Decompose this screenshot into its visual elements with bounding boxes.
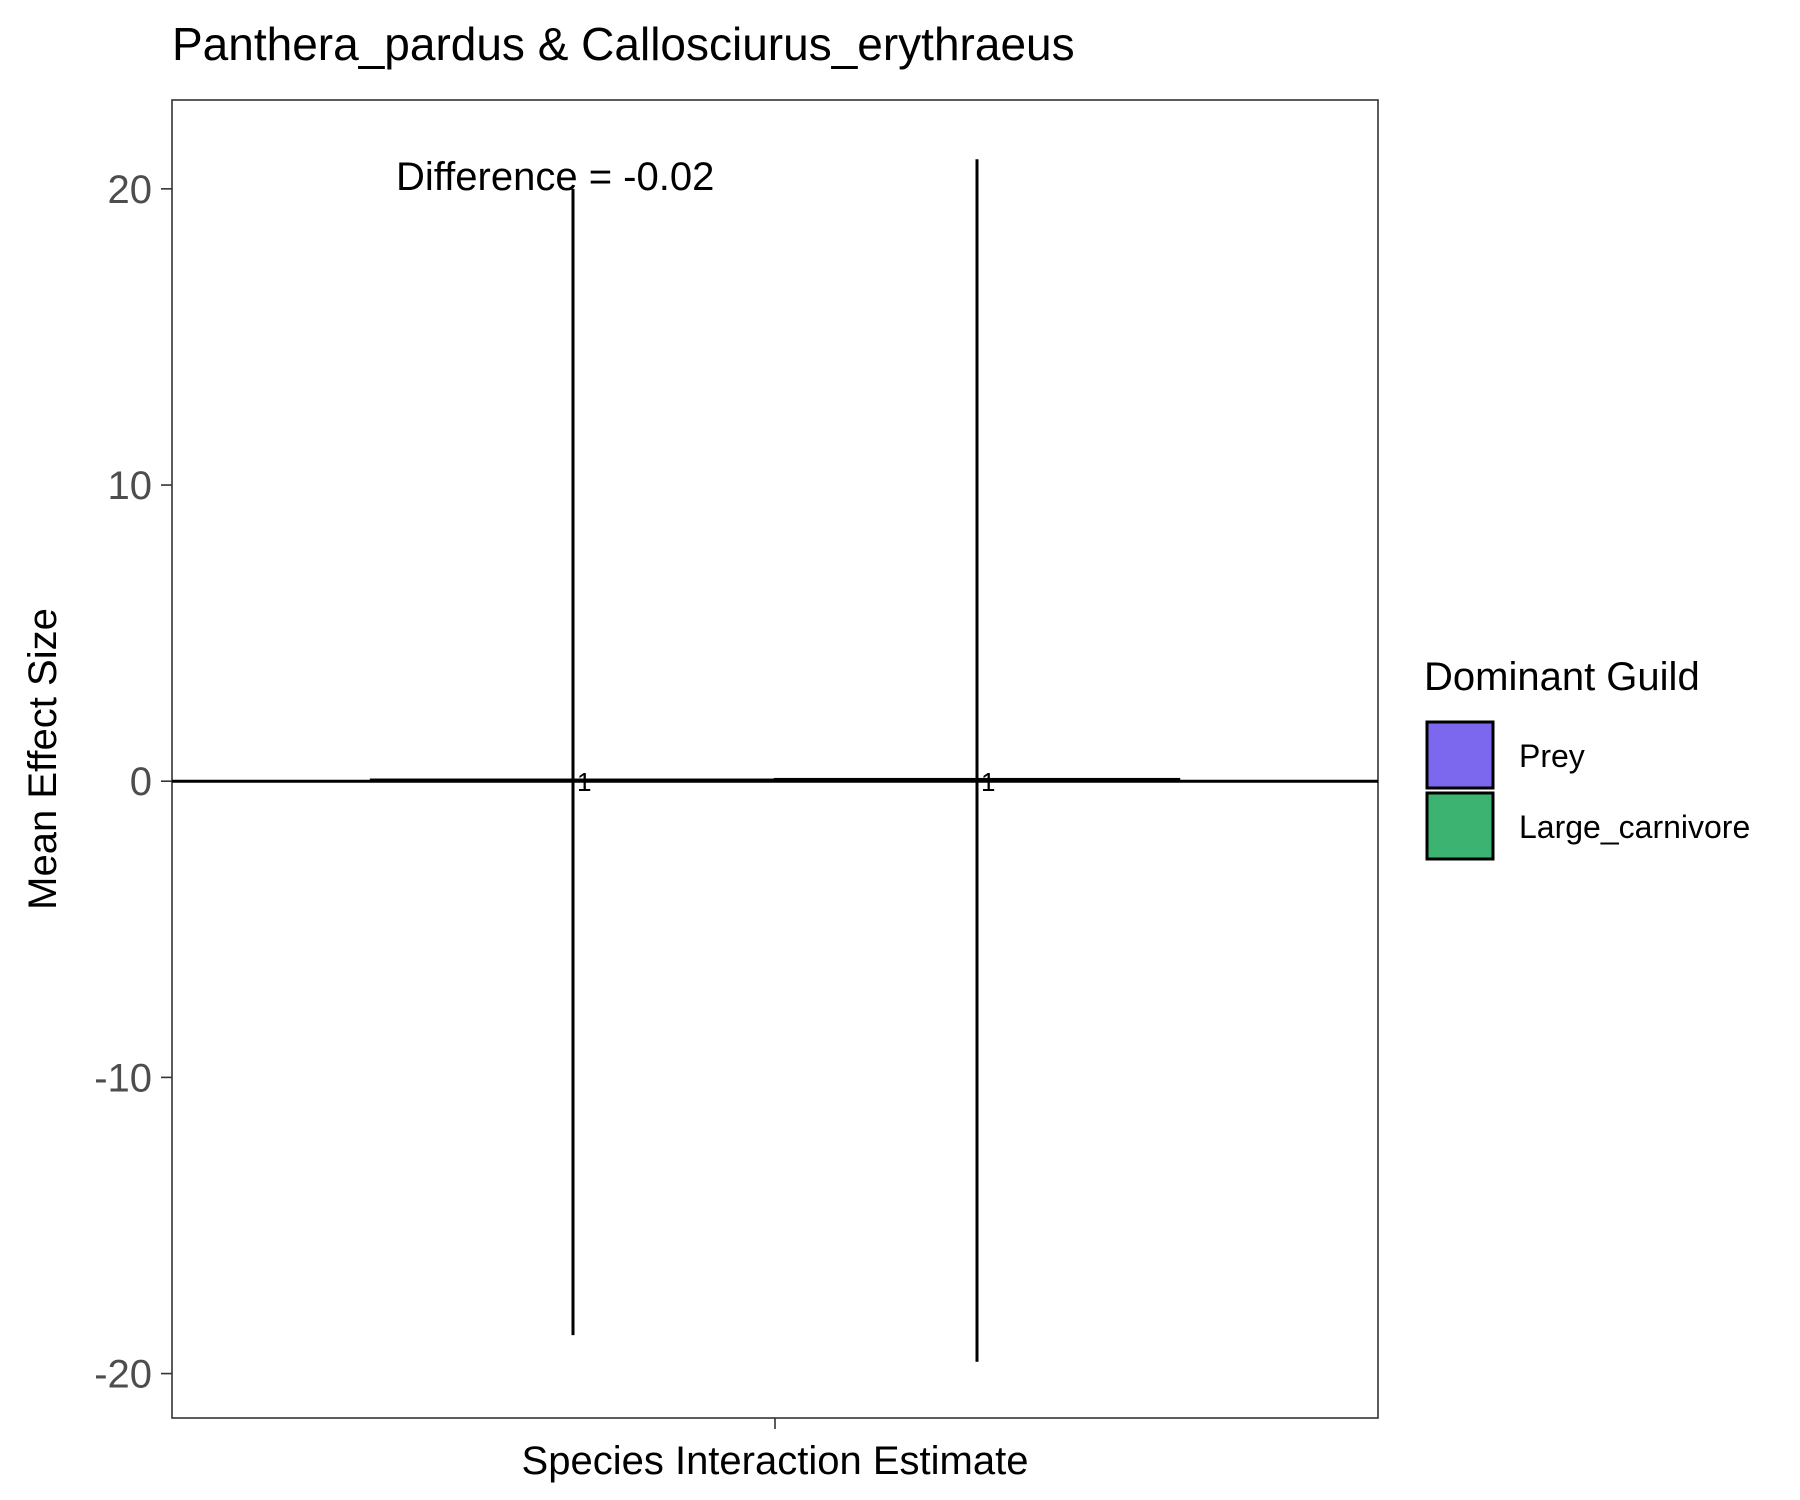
legend-key-prey (1425, 720, 1495, 790)
legend-key-large-carnivore (1425, 791, 1495, 861)
legend-label-large-carnivore: Large_carnivore (1519, 809, 1750, 845)
chart-title: Panthera_pardus & Callosciurus_erythraeu… (172, 18, 1075, 70)
plot-panel-border (171, 99, 1379, 1419)
x-axis-label: Species Interaction Estimate (522, 1439, 1029, 1483)
difference-annotation: Difference = -0.02 (396, 155, 714, 199)
y-tick-label: 10 (108, 464, 153, 508)
legend: Dominant Guild Prey Large_carnivore (1424, 655, 1750, 861)
y-tick-label: 20 (108, 168, 153, 212)
y-axis-label: Mean Effect Size (21, 608, 65, 910)
legend-title: Dominant Guild (1424, 655, 1700, 699)
error-bars (571, 159, 979, 1362)
legend-label-prey: Prey (1519, 738, 1585, 774)
y-axis: -20 -10 0 10 20 (94, 168, 172, 1397)
y-tick-label: 0 (130, 760, 152, 804)
y-tick-label: -20 (94, 1353, 152, 1397)
plot-panel (171, 99, 1379, 1419)
y-tick-label: -10 (94, 1056, 152, 1100)
